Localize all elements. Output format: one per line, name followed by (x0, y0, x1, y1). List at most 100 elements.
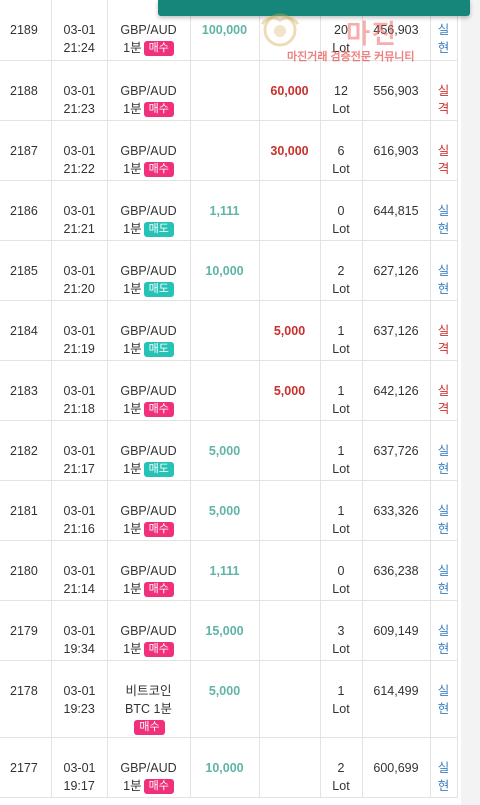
trade-row: 2187 03-01 21:22 GBP/AUD 1분 매수 30,000 6 Lot 616,9… (0, 120, 458, 181)
top-notice-bar[interactable] (158, 0, 470, 16)
trade-datetime: 03-01 19:23 (51, 660, 108, 738)
balance-amount: 637,726 (362, 420, 431, 481)
trade-time: 21:20 (63, 281, 95, 296)
trade-date: 03-01 (63, 760, 96, 775)
lot-unit: Lot (332, 641, 350, 656)
side-badge: 매수 (143, 778, 174, 794)
loss-amount: 60,000 (259, 60, 321, 121)
status-char-1: 실 (437, 383, 450, 398)
status-char-2: 현 (437, 581, 450, 596)
side-badge: 매수 (143, 41, 174, 57)
trade-symbol: GBP/AUD 1분 매수 (107, 540, 191, 601)
trade-symbol: GBP/AUD 1분 매수 (107, 360, 191, 421)
trade-row: 2179 03-01 19:34 GBP/AUD 1분 매수 15,000 3 Lot 609,1… (0, 600, 458, 661)
trade-datetime: 03-01 21:22 (51, 120, 108, 181)
watermark-subtitle: 마진거래 검증전문 커뮤니티 (287, 51, 415, 63)
trade-time: 21:14 (63, 581, 95, 596)
trade-time: 19:34 (63, 641, 95, 656)
trade-date: 03-01 (63, 443, 96, 458)
trade-row: 2180 03-01 21:14 GBP/AUD 1분 매수 1,111 0 Lot 636,23… (0, 540, 458, 601)
lot-value: 0 (337, 563, 345, 578)
trade-time: 21:21 (63, 221, 95, 236)
side-badge: 매수 (143, 641, 174, 657)
lot-value: 6 (337, 143, 345, 158)
trade-datetime: 03-01 21:17 (51, 420, 108, 481)
profit-amount (190, 60, 260, 121)
trade-symbol: GBP/AUD 1분 매수 (107, 120, 191, 181)
symbol-period: 1분 (123, 778, 142, 793)
trade-time: 21:24 (63, 41, 95, 55)
balance-amount: 614,499 (362, 660, 431, 738)
loss-amount (259, 420, 321, 481)
trade-datetime: 03-01 21:19 (51, 300, 108, 361)
trade-id: 2180 (0, 540, 52, 601)
symbol-period: 1분 (123, 581, 142, 596)
balance-amount: 637,126 (362, 300, 431, 361)
status-char-2: 현 (437, 41, 450, 55)
trade-id: 2182 (0, 420, 52, 481)
trade-id: 2184 (0, 300, 52, 361)
trade-date: 03-01 (63, 383, 96, 398)
side-badge: 매수 (143, 161, 174, 177)
status-char-1: 실 (437, 83, 450, 98)
trade-date: 03-01 (63, 623, 96, 638)
trade-symbol: GBP/AUD 1분 매수 (107, 480, 191, 541)
lot-value: 3 (337, 623, 345, 638)
lot-unit: Lot (332, 161, 350, 176)
profit-amount: 10,000 (190, 737, 260, 798)
lot-value: 2 (337, 263, 345, 278)
status-char-2: 격 (437, 161, 450, 176)
side-badge: 매도 (143, 341, 174, 357)
trade-time: 21:19 (63, 341, 95, 356)
lot-size: 12 Lot (320, 60, 363, 121)
trade-history-table: 2189 03-01 21:24 GBP/AUD 1분 매수 100,000 20 Lot 456… (0, 0, 458, 798)
trade-time: 21:22 (63, 161, 95, 176)
trade-date: 03-01 (63, 143, 96, 158)
status-char-1: 실 (437, 443, 450, 458)
lot-size: 1 Lot (320, 420, 363, 481)
lot-value: 1 (337, 323, 345, 338)
trade-datetime: 03-01 21:16 (51, 480, 108, 541)
lot-value: 1 (337, 383, 345, 398)
trade-id: 2185 (0, 240, 52, 301)
balance-amount: 600,699 (362, 737, 431, 798)
symbol-label: GBP/AUD (120, 23, 177, 37)
status-char-1: 실 (437, 503, 450, 518)
lot-value: 1 (337, 443, 345, 458)
symbol-period: 1분 (123, 461, 142, 476)
trade-time: 21:16 (63, 521, 95, 536)
status-char-1: 실 (437, 203, 450, 218)
symbol-period: 1분 (123, 221, 142, 236)
trade-time: 21:18 (63, 401, 95, 416)
lot-size: 1 Lot (320, 480, 363, 541)
lot-size: 1 Lot (320, 360, 363, 421)
scrollbar-track[interactable] (461, 0, 480, 805)
trade-table-body: 2189 03-01 21:24 GBP/AUD 1분 매수 100,000 20 Lot 456… (0, 0, 458, 798)
trade-id: 2186 (0, 180, 52, 241)
trade-date: 03-01 (63, 563, 96, 578)
status-char-1: 실 (437, 143, 450, 158)
lot-unit: Lot (332, 341, 350, 356)
trade-symbol: GBP/AUD 1분 매도 (107, 300, 191, 361)
balance-amount: 642,126 (362, 360, 431, 421)
profit-amount (190, 120, 260, 181)
trade-symbol: 비트코인 BTC 1분 매수 (107, 660, 191, 738)
status-char-2: 현 (437, 281, 450, 296)
lot-unit: Lot (332, 581, 350, 596)
trade-id: 2183 (0, 360, 52, 421)
trade-symbol: GBP/AUD 1분 매수 (107, 60, 191, 121)
loss-amount: 5,000 (259, 300, 321, 361)
trade-date: 03-01 (63, 203, 96, 218)
lot-size: 2 Lot (320, 240, 363, 301)
trade-row: 2177 03-01 19:17 GBP/AUD 1분 매수 10,000 2 Lot 600,6… (0, 737, 458, 798)
profit-amount (190, 360, 260, 421)
symbol-label: GBP/AUD (120, 83, 177, 98)
lot-value: 2 (337, 760, 345, 775)
profit-amount: 5,000 (190, 480, 260, 541)
trade-datetime: 03-01 21:20 (51, 240, 108, 301)
